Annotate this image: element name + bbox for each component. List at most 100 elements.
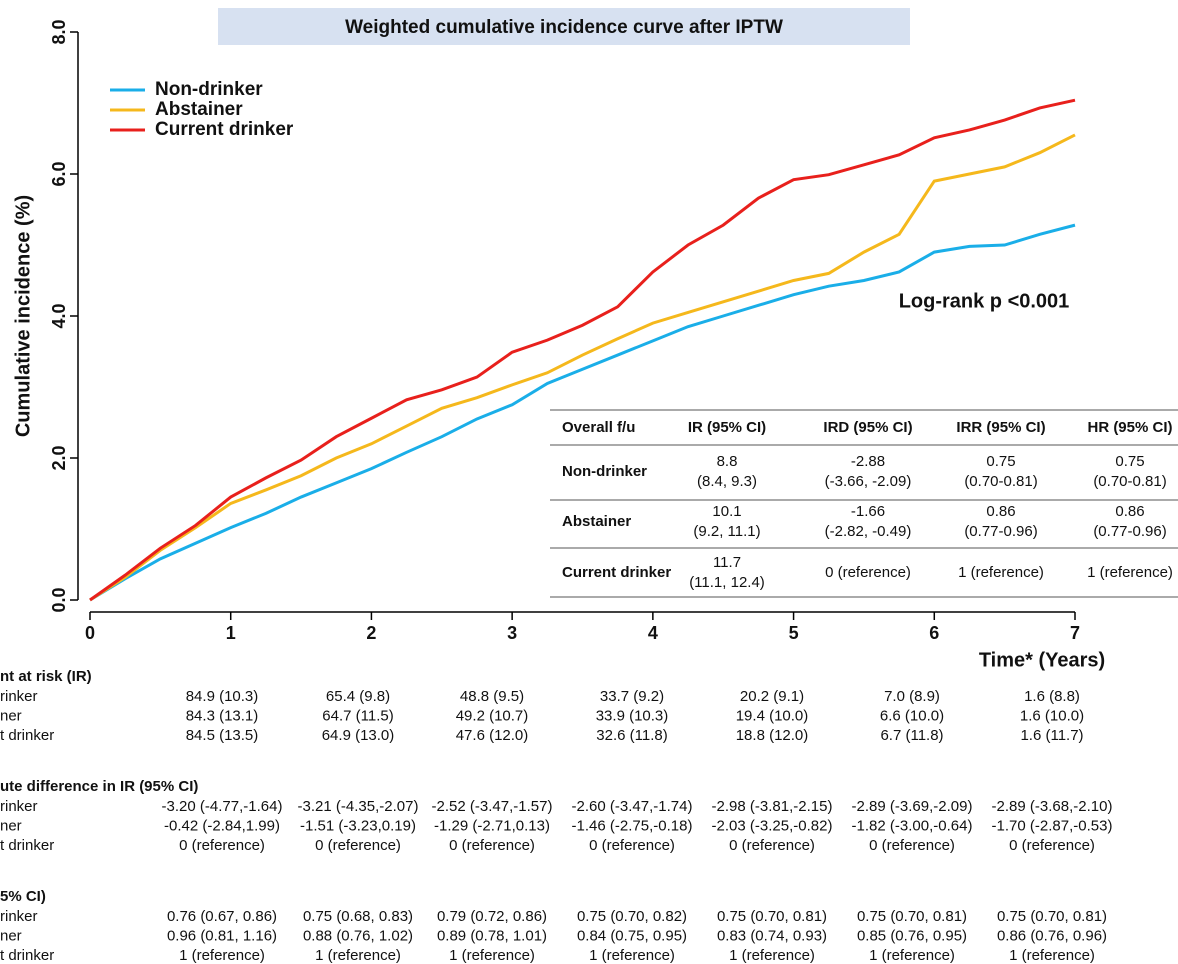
table-cell: (9.2, 11.1) xyxy=(693,523,760,540)
x-tick-label: 5 xyxy=(789,623,799,643)
table-cell: 1 (reference) xyxy=(729,947,815,964)
legend-label: Abstainer xyxy=(155,99,243,120)
row-label: ner xyxy=(0,927,22,944)
table-cell: 33.7 (9.2) xyxy=(600,688,664,705)
row-label: rinker xyxy=(0,908,38,925)
y-tick-label: 6.0 xyxy=(49,161,69,186)
row-label: t drinker xyxy=(0,837,54,854)
table-cell: 1 (reference) xyxy=(958,564,1044,581)
table-cell: 0.96 (0.81, 1.16) xyxy=(167,927,277,944)
row-label: ner xyxy=(0,817,22,834)
table-cell: -1.66 xyxy=(851,503,885,520)
table-cell: -0.42 (-2.84,1.99) xyxy=(164,817,280,834)
table-cell: (0.77-0.96) xyxy=(1093,523,1166,540)
y-tick-label: 0.0 xyxy=(49,587,69,612)
table-cell: -2.98 (-3.81,-2.15) xyxy=(712,798,833,815)
table-cell: 20.2 (9.1) xyxy=(740,688,804,705)
series-line xyxy=(89,133,1076,602)
table-cell: -1.46 (-2.75,-0.18) xyxy=(572,817,693,834)
legend-label: Current drinker xyxy=(155,119,294,140)
table-cell: 1 (reference) xyxy=(1009,947,1095,964)
series-line xyxy=(89,98,1076,602)
table-cell: -3.20 (-4.77,-1.64) xyxy=(162,798,283,815)
table-cell: 0 (reference) xyxy=(729,837,815,854)
table-cell: 1 (reference) xyxy=(315,947,401,964)
table-cell: 19.4 (10.0) xyxy=(736,707,809,724)
chart-title: Weighted cumulative incidence curve afte… xyxy=(345,17,783,38)
table-cell: 0 (reference) xyxy=(869,837,955,854)
table-cell: (8.4, 9.3) xyxy=(697,473,757,490)
table-cell: -2.89 (-3.68,-2.10) xyxy=(992,798,1113,815)
table-cell: 6.6 (10.0) xyxy=(880,707,944,724)
table-cell: 0 (reference) xyxy=(1009,837,1095,854)
table-cell: (0.70-0.81) xyxy=(1093,473,1166,490)
x-tick-label: 1 xyxy=(226,623,236,643)
table-cell: -3.21 (-4.35,-2.07) xyxy=(298,798,419,815)
table-cell: 48.8 (9.5) xyxy=(460,688,524,705)
table-cell: -2.52 (-3.47,-1.57) xyxy=(432,798,553,815)
title-box xyxy=(218,8,910,45)
table-cell: 0.86 xyxy=(1115,503,1144,520)
y-tick-label: 8.0 xyxy=(49,19,69,44)
table-cell: -1.82 (-3.00,-0.64) xyxy=(852,817,973,834)
table-cell: 0 (reference) xyxy=(449,837,535,854)
table-cell: 0 (reference) xyxy=(315,837,401,854)
table-cell: (0.70-0.81) xyxy=(964,473,1037,490)
table-cell: -2.89 (-3.69,-2.09) xyxy=(852,798,973,815)
table-cell: 0.75 (0.70, 0.82) xyxy=(577,908,687,925)
table-cell: 84.5 (13.5) xyxy=(186,727,259,744)
table-cell: 84.3 (13.1) xyxy=(186,707,259,724)
table-cell: 84.9 (10.3) xyxy=(186,688,259,705)
series-line xyxy=(89,223,1076,602)
y-tick-label: 4.0 xyxy=(49,303,69,328)
table-cell: -2.60 (-3.47,-1.74) xyxy=(572,798,693,815)
row-label: Non-drinker xyxy=(562,463,647,480)
table-cell: -1.51 (-3.23,0.19) xyxy=(300,817,416,834)
table-cell: 0.85 (0.76, 0.95) xyxy=(857,927,967,944)
table-cell: 1 (reference) xyxy=(1087,564,1173,581)
section-title: 5% CI) xyxy=(0,888,46,905)
table-cell: 64.7 (11.5) xyxy=(322,707,393,724)
x-tick-label: 3 xyxy=(507,623,517,643)
table-cell: 18.8 (12.0) xyxy=(736,727,809,744)
table-cell: 1.6 (11.7) xyxy=(1020,727,1083,744)
table-cell: 0.79 (0.72, 0.86) xyxy=(437,908,547,925)
table-cell: 33.9 (10.3) xyxy=(596,707,669,724)
table-cell: 1.6 (8.8) xyxy=(1024,688,1080,705)
table-cell: 0.89 (0.78, 1.01) xyxy=(437,927,547,944)
y-tick-label: 2.0 xyxy=(49,445,69,470)
table-cell: 0.86 xyxy=(986,503,1015,520)
table-cell: 0.76 (0.67, 0.86) xyxy=(167,908,277,925)
table-cell: 0 (reference) xyxy=(825,564,911,581)
row-label: Current drinker xyxy=(562,564,671,581)
x-tick-label: 0 xyxy=(85,623,95,643)
inset-bg xyxy=(550,410,1178,597)
section-title: nt at risk (IR) xyxy=(0,668,92,685)
row-label: Abstainer xyxy=(562,513,631,530)
table-cell: 0.75 (0.70, 0.81) xyxy=(997,908,1107,925)
table-cell: 10.1 xyxy=(712,503,741,520)
table-cell: 0.75 (0.70, 0.81) xyxy=(717,908,827,925)
table-cell: -1.29 (-2.71,0.13) xyxy=(434,817,550,834)
table-cell: 47.6 (12.0) xyxy=(456,727,529,744)
table-header: IRD (95% CI) xyxy=(823,419,912,436)
table-cell: 0 (reference) xyxy=(589,837,675,854)
x-axis-label: Time* (Years) xyxy=(979,649,1105,671)
x-tick-label: 4 xyxy=(648,623,658,643)
row-label: ner xyxy=(0,707,22,724)
row-label: rinker xyxy=(0,688,38,705)
table-cell: 0.75 (0.68, 0.83) xyxy=(303,908,413,925)
table-cell: 0.75 (0.70, 0.81) xyxy=(857,908,967,925)
table-cell: 1 (reference) xyxy=(589,947,675,964)
table-cell: 0.88 (0.76, 1.02) xyxy=(303,927,413,944)
table-cell: -1.70 (-2.87,-0.53) xyxy=(992,817,1113,834)
table-cell: 0.83 (0.74, 0.93) xyxy=(717,927,827,944)
table-cell: -2.03 (-3.25,-0.82) xyxy=(712,817,833,834)
table-cell: 0.75 xyxy=(1115,453,1144,470)
table-cell: 6.7 (11.8) xyxy=(880,727,943,744)
table-cell: 0 (reference) xyxy=(179,837,265,854)
table-cell: 64.9 (13.0) xyxy=(322,727,395,744)
table-cell: 49.2 (10.7) xyxy=(456,707,529,724)
table-cell: -2.88 xyxy=(851,453,885,470)
